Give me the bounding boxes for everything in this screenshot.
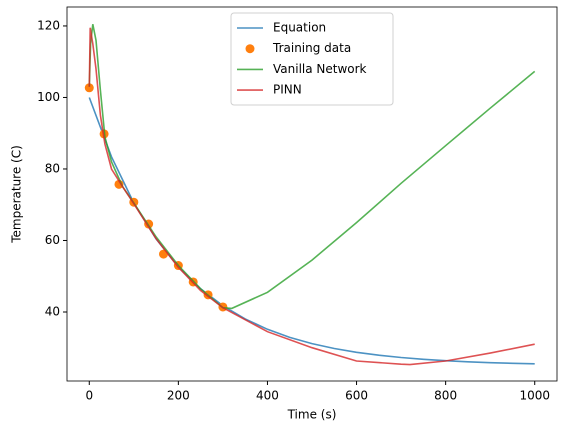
y-tick-label: 60 bbox=[45, 233, 60, 247]
legend-label: Training data bbox=[272, 41, 351, 55]
legend-label: PINN bbox=[273, 83, 302, 97]
x-tick-label: 1000 bbox=[519, 389, 550, 403]
x-tick-label: 600 bbox=[345, 389, 368, 403]
legend-box bbox=[230, 12, 394, 106]
y-tick-label: 100 bbox=[37, 90, 60, 104]
y-axis-label: Temperature (C) bbox=[10, 145, 24, 244]
series-line bbox=[88, 97, 535, 365]
legend-label: Equation bbox=[273, 21, 326, 35]
plot-area bbox=[84, 24, 536, 366]
axes-frame bbox=[66, 6, 558, 382]
x-tick-label: 800 bbox=[434, 389, 457, 403]
x-tick-label: 400 bbox=[256, 389, 279, 403]
y-tick-label: 120 bbox=[37, 18, 60, 32]
legend-marker bbox=[245, 44, 255, 54]
legend-label: Vanilla Network bbox=[273, 62, 367, 76]
series-line bbox=[88, 24, 536, 310]
x-tick-label: 200 bbox=[167, 389, 190, 403]
series-line bbox=[88, 27, 535, 366]
x-tick-label: 0 bbox=[85, 389, 93, 403]
x-axis-label: Time (s) bbox=[287, 408, 337, 422]
data-point bbox=[84, 83, 94, 93]
y-tick-label: 40 bbox=[45, 304, 60, 318]
y-tick-label: 80 bbox=[45, 161, 60, 175]
